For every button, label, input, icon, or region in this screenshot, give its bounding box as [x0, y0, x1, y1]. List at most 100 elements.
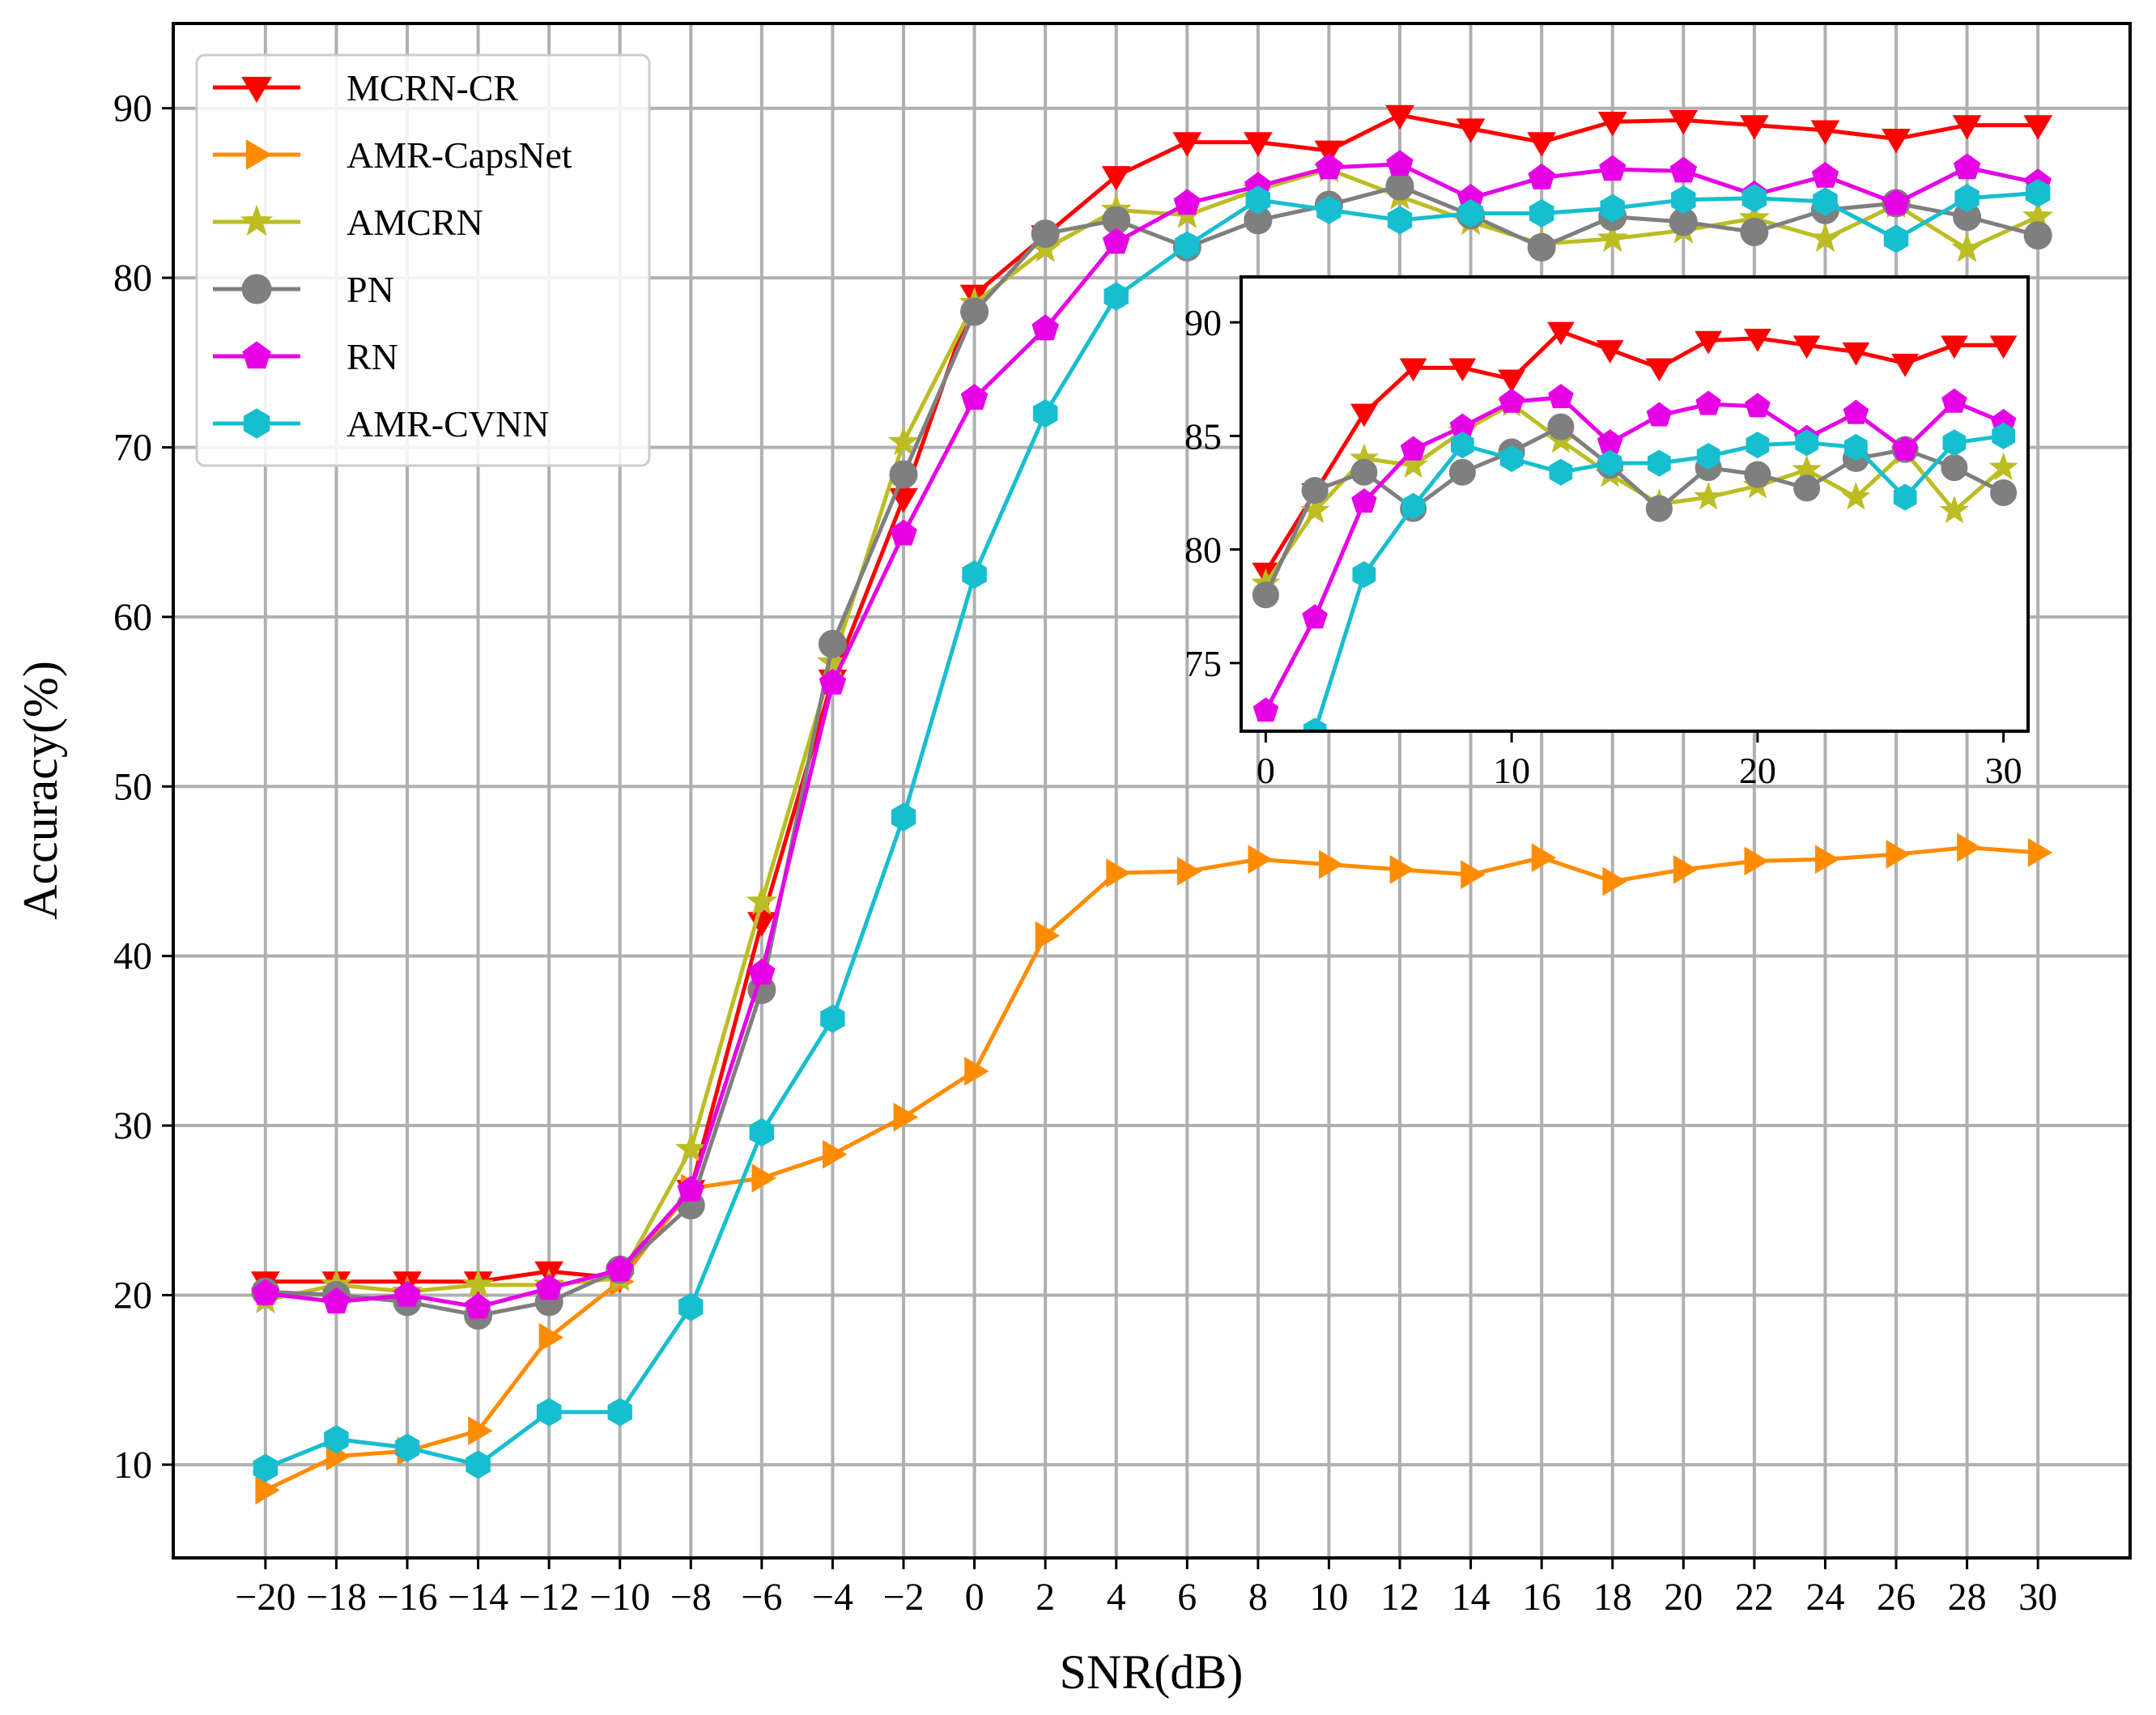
inset-data-point: [1792, 335, 1821, 360]
data-point: [1600, 194, 1625, 223]
data-point: [1387, 206, 1413, 235]
inset-data-point: [1646, 402, 1673, 427]
data-point: [1811, 161, 1839, 188]
x-tick-label: 6: [1177, 1576, 1197, 1619]
data-point: [1458, 198, 1483, 228]
data-point: [1531, 843, 1557, 873]
main-axis-ticks: −20 −18 −16 −14 −12 −10 −8 −6 −4 −2 0 2 4 6 8 10 12 14 16 1…: [113, 87, 2057, 1619]
data-point: [1032, 399, 1058, 428]
inset-data-point: [1598, 449, 1622, 477]
data-point: [322, 1287, 351, 1314]
data-point: [1385, 172, 1414, 201]
legend-item-amcrn: AMCRN: [213, 202, 483, 243]
inset-data-point: [1352, 560, 1376, 589]
inset-plot-frame: [1240, 275, 2030, 733]
data-point: [1527, 232, 1556, 262]
data-point: [1886, 840, 1911, 869]
data-point: [1744, 846, 1769, 876]
inset-data-point: [1499, 388, 1525, 413]
inset-data-point: [1351, 488, 1377, 513]
inset-x-tick-label: 20: [1739, 750, 1776, 791]
legend-item-amr-cvnn: AMR-CVNN: [213, 403, 549, 445]
inset-data-point: [1645, 358, 1673, 382]
data-point: [1244, 132, 1273, 157]
data-point: [2023, 221, 2052, 250]
inset-x-tick-label: 10: [1493, 750, 1530, 791]
y-tick-label: 10: [113, 1444, 152, 1487]
legend-marker: [243, 408, 270, 439]
data-point: [887, 426, 920, 456]
inset-y-tick-label: 75: [1184, 643, 1222, 684]
data-point: [1319, 849, 1344, 879]
data-point: [1314, 140, 1344, 165]
data-point: [1529, 198, 1554, 228]
data-point: [749, 1117, 775, 1147]
data-point: [677, 1175, 704, 1202]
data-point: [960, 297, 989, 326]
data-point: [1385, 104, 1414, 130]
data-point: [2027, 838, 2053, 867]
inset-data-point: [1498, 369, 1525, 394]
inset-series-amr-cvnn: [1303, 422, 2015, 731]
data-point: [748, 958, 776, 985]
data-point: [1882, 189, 1910, 215]
legend-label: AMR-CVNN: [347, 403, 549, 445]
data-point: [1456, 118, 1486, 143]
data-point: [1461, 860, 1486, 889]
inset-x-tick-label: 30: [1985, 750, 2022, 791]
series-amr-cvnn: [253, 178, 2051, 1483]
x-tick-label: 8: [1248, 1576, 1268, 1619]
data-point: [1527, 132, 1556, 157]
inset-data-point: [1303, 717, 1327, 731]
data-point: [1316, 195, 1342, 224]
data-point: [1176, 857, 1202, 886]
inset-data-point: [1795, 429, 1818, 457]
legend-marker: [241, 274, 272, 304]
data-point: [751, 1164, 776, 1193]
legend-item-pn: PN: [213, 269, 394, 310]
x-tick-label: 18: [1593, 1576, 1632, 1619]
x-tick-label: 0: [965, 1576, 984, 1619]
x-tick-label: −8: [670, 1576, 712, 1619]
legend: MCRN-CR AMR-CapsNet AMCRN PN RN AMR-CVNN: [195, 53, 651, 467]
data-point: [324, 1424, 349, 1453]
data-point: [1597, 222, 1628, 253]
data-point: [2025, 178, 2051, 207]
inset-data-point: [1400, 436, 1427, 461]
data-point: [1882, 129, 1911, 154]
y-tick-label: 50: [113, 765, 152, 808]
inset-series-line: [1264, 329, 2004, 573]
x-tick-label: 22: [1735, 1576, 1774, 1619]
data-point: [1741, 184, 1767, 213]
inset-data-point: [1842, 342, 1870, 366]
data-point: [893, 1102, 918, 1132]
data-point: [1669, 156, 1698, 183]
inset-data-point: [1648, 449, 1671, 477]
x-axis-label: SNR(dB): [1060, 1645, 1244, 1699]
x-tick-label: −2: [882, 1576, 924, 1619]
legend-label: PN: [347, 269, 394, 310]
data-point: [964, 1057, 989, 1086]
x-tick-label: 30: [2018, 1576, 2057, 1619]
inset-data-point: [1301, 477, 1329, 504]
data-point: [1035, 921, 1061, 951]
data-point: [962, 560, 987, 589]
inset-data-point: [1941, 454, 1968, 482]
x-tick-label: −4: [812, 1576, 853, 1619]
inset-data-point: [1793, 474, 1821, 502]
inset-data-point: [1547, 413, 1575, 440]
data-point: [607, 1398, 632, 1427]
legend-label: MCRN-CR: [347, 67, 518, 109]
data-point: [1315, 153, 1343, 180]
x-tick-label: −12: [519, 1576, 580, 1619]
x-tick-label: 14: [1452, 1576, 1490, 1619]
data-point: [1957, 832, 1982, 862]
series-line: [264, 845, 2039, 1492]
inset-data-point: [1745, 393, 1771, 418]
legend-item-mcrn-cr: MCRN-CR: [213, 67, 518, 109]
legend-marker: [241, 76, 272, 103]
inset-y-tick-label: 80: [1184, 530, 1222, 571]
inset-data-point: [1992, 422, 2015, 449]
data-point: [1106, 858, 1131, 887]
inset-data-point: [1939, 495, 1970, 524]
